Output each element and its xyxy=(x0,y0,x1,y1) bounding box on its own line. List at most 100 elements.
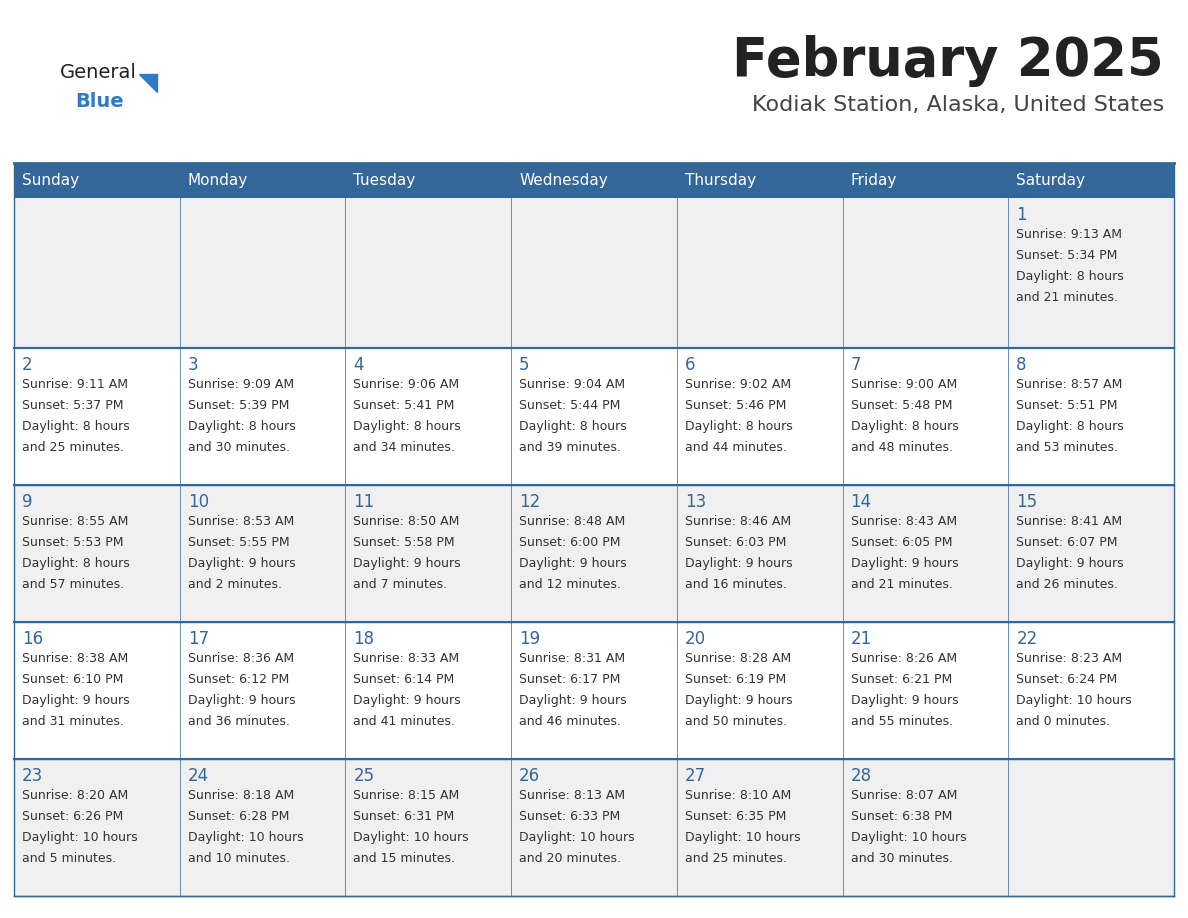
Text: and 7 minutes.: and 7 minutes. xyxy=(353,578,448,591)
Bar xyxy=(14,622,179,759)
Text: Sunrise: 8:28 AM: Sunrise: 8:28 AM xyxy=(684,652,791,665)
Text: Blue: Blue xyxy=(75,92,124,111)
Text: Sunset: 6:12 PM: Sunset: 6:12 PM xyxy=(188,673,289,686)
Bar xyxy=(511,198,677,348)
Text: Sunrise: 8:26 AM: Sunrise: 8:26 AM xyxy=(851,652,956,665)
Text: Sunrise: 8:18 AM: Sunrise: 8:18 AM xyxy=(188,789,293,802)
Text: Daylight: 9 hours: Daylight: 9 hours xyxy=(851,694,959,707)
Text: Sunset: 6:07 PM: Sunset: 6:07 PM xyxy=(1016,536,1118,549)
Text: Sunrise: 8:10 AM: Sunrise: 8:10 AM xyxy=(684,789,791,802)
Text: Sunset: 6:19 PM: Sunset: 6:19 PM xyxy=(684,673,786,686)
Bar xyxy=(511,163,677,198)
Bar xyxy=(511,485,677,622)
Text: Friday: Friday xyxy=(851,173,897,188)
Text: Sunrise: 8:07 AM: Sunrise: 8:07 AM xyxy=(851,789,958,802)
Text: Daylight: 8 hours: Daylight: 8 hours xyxy=(23,420,129,433)
Text: Daylight: 9 hours: Daylight: 9 hours xyxy=(519,694,627,707)
Text: and 26 minutes.: and 26 minutes. xyxy=(1016,578,1118,591)
Text: Sunrise: 8:48 AM: Sunrise: 8:48 AM xyxy=(519,515,625,528)
Text: Daylight: 9 hours: Daylight: 9 hours xyxy=(851,557,959,570)
Text: Sunset: 5:44 PM: Sunset: 5:44 PM xyxy=(519,399,620,412)
Text: Kodiak Station, Alaska, United States: Kodiak Station, Alaska, United States xyxy=(752,95,1164,115)
Text: 15: 15 xyxy=(1016,493,1037,511)
Text: 8: 8 xyxy=(1016,356,1026,374)
Bar xyxy=(1009,485,1174,622)
Text: 19: 19 xyxy=(519,630,541,648)
Text: and 48 minutes.: and 48 minutes. xyxy=(851,441,953,454)
Text: Sunset: 6:26 PM: Sunset: 6:26 PM xyxy=(23,810,124,823)
Text: 18: 18 xyxy=(353,630,374,648)
Text: Sunrise: 9:09 AM: Sunrise: 9:09 AM xyxy=(188,378,293,391)
Bar xyxy=(1009,163,1174,198)
Text: Daylight: 9 hours: Daylight: 9 hours xyxy=(684,557,792,570)
Text: 14: 14 xyxy=(851,493,872,511)
Text: 28: 28 xyxy=(851,767,872,785)
Text: Daylight: 10 hours: Daylight: 10 hours xyxy=(353,831,469,844)
Text: and 34 minutes.: and 34 minutes. xyxy=(353,441,455,454)
Text: Sunrise: 8:20 AM: Sunrise: 8:20 AM xyxy=(23,789,128,802)
Text: Sunset: 6:28 PM: Sunset: 6:28 PM xyxy=(188,810,289,823)
Text: Sunset: 5:53 PM: Sunset: 5:53 PM xyxy=(23,536,124,549)
Bar xyxy=(179,198,346,348)
Bar xyxy=(511,759,677,896)
Text: Daylight: 8 hours: Daylight: 8 hours xyxy=(851,420,959,433)
Text: 16: 16 xyxy=(23,630,43,648)
Text: 9: 9 xyxy=(23,493,32,511)
Text: Daylight: 10 hours: Daylight: 10 hours xyxy=(851,831,966,844)
Text: 27: 27 xyxy=(684,767,706,785)
Text: Sunset: 6:00 PM: Sunset: 6:00 PM xyxy=(519,536,620,549)
Text: Daylight: 10 hours: Daylight: 10 hours xyxy=(684,831,801,844)
Text: Sunrise: 8:55 AM: Sunrise: 8:55 AM xyxy=(23,515,128,528)
Text: Daylight: 8 hours: Daylight: 8 hours xyxy=(188,420,296,433)
Text: Sunrise: 8:41 AM: Sunrise: 8:41 AM xyxy=(1016,515,1123,528)
Text: and 25 minutes.: and 25 minutes. xyxy=(23,441,124,454)
Text: Sunday: Sunday xyxy=(23,173,80,188)
Text: Sunrise: 8:31 AM: Sunrise: 8:31 AM xyxy=(519,652,625,665)
Bar xyxy=(842,759,1009,896)
Text: 20: 20 xyxy=(684,630,706,648)
Bar xyxy=(677,348,842,485)
Bar xyxy=(511,622,677,759)
Text: and 10 minutes.: and 10 minutes. xyxy=(188,852,290,865)
Bar xyxy=(346,163,511,198)
Bar xyxy=(179,163,346,198)
Text: 3: 3 xyxy=(188,356,198,374)
Text: 23: 23 xyxy=(23,767,43,785)
Text: Sunrise: 8:36 AM: Sunrise: 8:36 AM xyxy=(188,652,293,665)
Text: and 30 minutes.: and 30 minutes. xyxy=(188,441,290,454)
Text: Sunset: 5:51 PM: Sunset: 5:51 PM xyxy=(1016,399,1118,412)
Text: Daylight: 9 hours: Daylight: 9 hours xyxy=(23,694,129,707)
Text: Sunrise: 9:02 AM: Sunrise: 9:02 AM xyxy=(684,378,791,391)
Bar xyxy=(1009,759,1174,896)
Polygon shape xyxy=(139,74,157,92)
Text: Sunrise: 9:06 AM: Sunrise: 9:06 AM xyxy=(353,378,460,391)
Bar xyxy=(842,485,1009,622)
Bar xyxy=(677,759,842,896)
Text: 12: 12 xyxy=(519,493,541,511)
Bar xyxy=(14,198,179,348)
Text: Sunrise: 9:13 AM: Sunrise: 9:13 AM xyxy=(1016,228,1123,241)
Text: Daylight: 8 hours: Daylight: 8 hours xyxy=(1016,270,1124,283)
Text: and 0 minutes.: and 0 minutes. xyxy=(1016,715,1111,728)
Text: Sunrise: 8:57 AM: Sunrise: 8:57 AM xyxy=(1016,378,1123,391)
Bar xyxy=(14,348,179,485)
Text: Sunrise: 9:04 AM: Sunrise: 9:04 AM xyxy=(519,378,625,391)
Text: Sunset: 5:58 PM: Sunset: 5:58 PM xyxy=(353,536,455,549)
Text: Sunset: 5:37 PM: Sunset: 5:37 PM xyxy=(23,399,124,412)
Text: Daylight: 10 hours: Daylight: 10 hours xyxy=(519,831,634,844)
Text: February 2025: February 2025 xyxy=(732,35,1164,87)
Text: 17: 17 xyxy=(188,630,209,648)
Text: and 20 minutes.: and 20 minutes. xyxy=(519,852,621,865)
Bar xyxy=(677,622,842,759)
Text: and 53 minutes.: and 53 minutes. xyxy=(1016,441,1118,454)
Text: Thursday: Thursday xyxy=(684,173,756,188)
Text: Sunset: 5:46 PM: Sunset: 5:46 PM xyxy=(684,399,786,412)
Text: Tuesday: Tuesday xyxy=(353,173,416,188)
Text: Daylight: 10 hours: Daylight: 10 hours xyxy=(1016,694,1132,707)
Bar xyxy=(346,759,511,896)
Text: and 5 minutes.: and 5 minutes. xyxy=(23,852,116,865)
Text: Sunset: 6:14 PM: Sunset: 6:14 PM xyxy=(353,673,455,686)
Bar xyxy=(511,348,677,485)
Text: and 36 minutes.: and 36 minutes. xyxy=(188,715,290,728)
Text: and 41 minutes.: and 41 minutes. xyxy=(353,715,455,728)
